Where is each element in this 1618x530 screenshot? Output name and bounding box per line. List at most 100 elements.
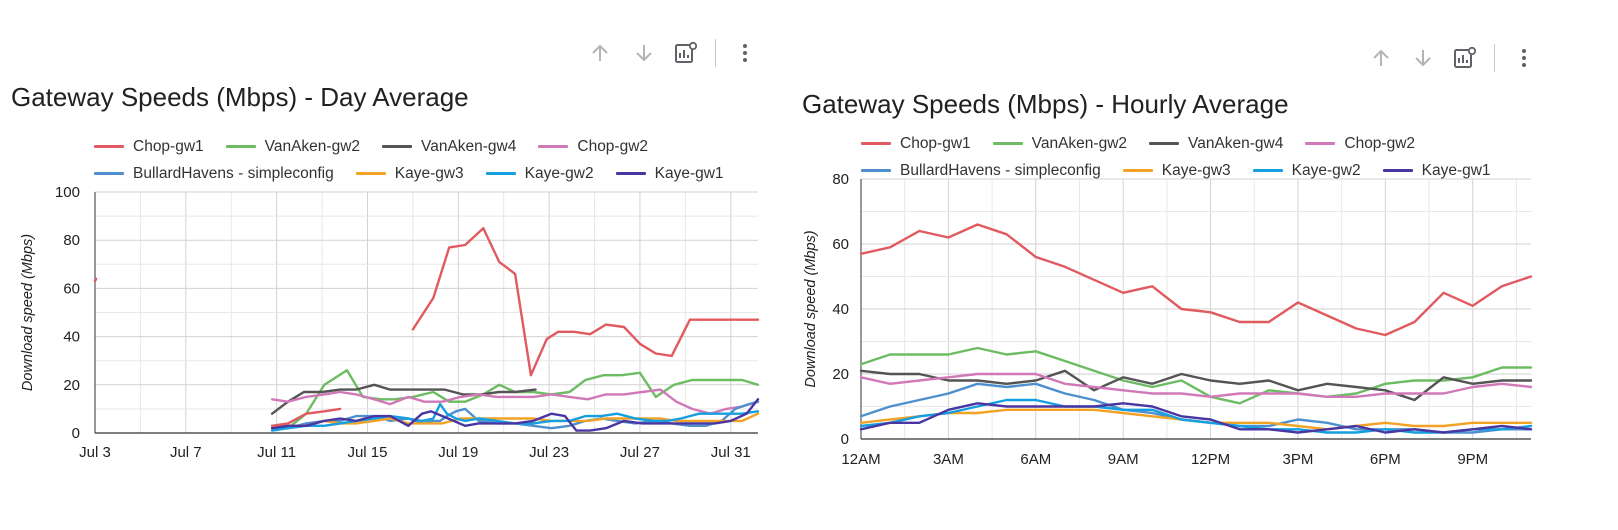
arrow-down-icon[interactable] [627,36,661,70]
chart-panel-hourly-average: Gateway Speeds (Mbps) - Hourly Average C… [802,0,1618,530]
toolbar-divider [715,39,716,67]
legend-label: VanAken-gw2 [264,137,361,155]
legend-label: Kaye-gw1 [1421,161,1491,179]
legend-label: VanAken-gw2 [1031,134,1128,152]
legend-entry-kaye-gw1[interactable]: Kaye-gw1 [1382,161,1491,180]
series-line-kaye-gw1 [859,402,1533,434]
gridlines [94,191,758,434]
y-tick-label: 40 [63,329,80,346]
x-tick-label: 12AM [841,451,880,468]
legend-entry-kaye-gw3[interactable]: Kaye-gw3 [355,164,464,183]
legend-swatch [1382,169,1413,172]
more-vert-icon[interactable] [728,36,762,70]
series-line-vanaken-gw4 [859,369,1533,402]
x-tick-label: 12PM [1191,451,1230,468]
legend-swatch [225,145,256,148]
x-tick-label: 9AM [1108,451,1139,468]
arrow-up-icon[interactable] [1364,41,1398,75]
arrow-down-icon[interactable] [1406,41,1440,75]
y-tick-label: 60 [63,280,80,297]
legend-swatch [992,142,1023,145]
legend-row: BullardHavens - simpleconfig Kaye-gw3 Kaye… [861,157,1513,184]
chart-title: Gateway Speeds (Mbps) - Day Average [11,82,469,112]
legend-entry-chop-gw1[interactable]: Chop-gw1 [94,138,204,156]
chart-title: Gateway Speeds (Mbps) - Hourly Average [802,89,1289,119]
legend-entry-vanaken-gw4[interactable]: VanAken-gw4 [382,138,516,156]
gridlines [860,178,1531,440]
legend-label: Kaye-gw3 [394,164,464,182]
legend-entry-bullardhavens-simpleconfig[interactable]: BullardHavens - simpleconfig [94,165,334,183]
legend-swatch [1122,169,1153,172]
y-tick-label: 0 [72,425,80,442]
legend-swatch [94,145,124,148]
x-tick-label: Jul 23 [529,444,569,461]
x-tick-label: 3AM [933,451,964,468]
series-lines [859,223,1533,434]
arrow-up-icon[interactable] [583,36,617,70]
legend-label: BullardHavens - simpleconfig [900,161,1101,179]
legend-entry-vanaken-gw4[interactable]: VanAken-gw4 [1149,135,1283,153]
legend-entry-kaye-gw3[interactable]: Kaye-gw3 [1122,161,1231,180]
x-tick-label: Jul 15 [347,444,387,461]
legend-swatch [355,172,386,175]
y-tick-label: 60 [832,236,849,253]
legend-entry-vanaken-gw2[interactable]: VanAken-gw2 [992,134,1128,153]
x-tick-label: 6PM [1370,451,1401,468]
series-line-kaye-gw2 [859,398,1533,434]
legend-swatch [1149,142,1180,145]
legend-entry-chop-gw2[interactable]: Chop-gw2 [1305,135,1415,153]
series-line-chop-gw2 [859,372,1533,398]
legend-swatch [94,172,124,175]
series-line-vanaken-gw2 [859,346,1533,405]
legend-entry-chop-gw2[interactable]: Chop-gw2 [538,138,648,156]
legend-label: Chop-gw2 [577,137,649,155]
series-line-vanaken-gw4 [270,383,537,415]
legend-label: Chop-gw1 [900,134,971,152]
legend-label: Kaye-gw3 [1161,161,1231,179]
legend-entry-bullardhavens-simpleconfig[interactable]: BullardHavens - simpleconfig [861,162,1101,180]
legend-label: Kaye-gw2 [1291,161,1361,179]
toolbar-divider [1494,44,1495,72]
chart-settings-icon[interactable] [1448,41,1482,75]
legend-entry-vanaken-gw2[interactable]: VanAken-gw2 [225,137,361,156]
legend-swatch [485,172,516,175]
x-tick-label: Jul 27 [620,444,660,461]
x-tick-label: Jul 7 [170,444,202,461]
chart-legend: Chop-gw1 VanAken-gw2 VanAken-gw4 Chop-gw2 Bu… [861,130,1513,184]
chart-settings-icon[interactable] [669,36,703,70]
y-tick-label: 40 [832,301,849,318]
legend-swatch [538,145,569,148]
legend-row: Chop-gw1 VanAken-gw2 VanAken-gw4 Chop-gw2 [861,130,1513,157]
more-vert-icon[interactable] [1507,41,1541,75]
chart-panel-day-average: Gateway Speeds (Mbps) - Day Average Chop… [0,0,800,530]
series-line-kaye-gw3 [859,408,1533,431]
x-tick-label: 9PM [1457,451,1488,468]
series-line-chop-gw1 [93,277,98,283]
legend-label: Kaye-gw2 [524,164,594,182]
y-axis-label: Download speed (Mbps) [803,230,819,387]
y-tick-label: 100 [55,184,80,201]
legend-swatch [615,172,646,175]
legend-label: VanAken-gw4 [421,137,517,155]
y-tick-label: 20 [63,377,80,394]
series-line-kaye-gw3 [270,412,760,427]
x-tick-label: 6AM [1020,451,1051,468]
legend-entry-kaye-gw1[interactable]: Kaye-gw1 [615,165,724,183]
y-tick-label: 0 [841,431,849,448]
legend-label: BullardHavens - simpleconfig [133,164,334,182]
legend-entry-kaye-gw2[interactable]: Kaye-gw2 [1252,161,1361,180]
legend-entry-chop-gw1[interactable]: Chop-gw1 [861,135,971,153]
y-axis-label: Download speed (Mbps) [20,234,36,391]
x-tick-label: Jul 31 [711,444,751,461]
y-tick-label: 20 [832,366,849,383]
line-chart-day-average: 0 20 40 60 80 100 Jul 3 Jul 7 Jul 11 Jul 15 Jul 19… [20,184,760,461]
series-line-chop-gw1 [411,226,760,377]
legend-label: Chop-gw1 [133,137,204,155]
series-line-chop-gw2 [270,388,760,415]
legend-entry-kaye-gw2[interactable]: Kaye-gw2 [485,164,594,183]
line-chart-hourly-average: 0 20 40 60 80 12AM 3AM 6AM 9AM 12PM 3PM 6PM 9PM Downl… [803,171,1533,468]
legend-swatch [1252,169,1283,172]
chart-toolbar [583,36,762,70]
y-tick-label: 80 [63,232,80,249]
legend-row: BullardHavens - simpleconfig Kaye-gw3 Kaye… [94,160,746,187]
